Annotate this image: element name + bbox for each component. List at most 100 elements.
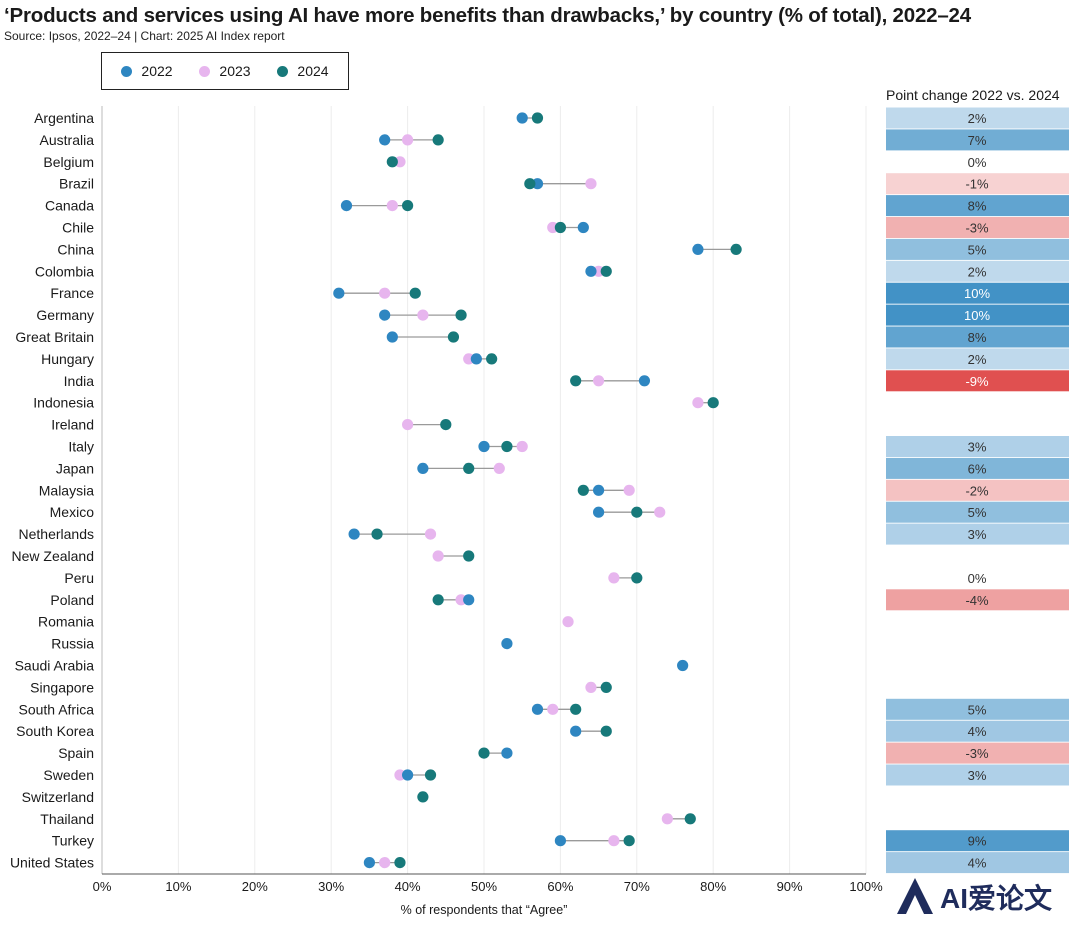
x-tick-label: 70%	[624, 879, 650, 894]
country-label: New Zealand	[12, 548, 95, 564]
point-2024	[577, 484, 589, 496]
change-cell	[886, 173, 1069, 195]
point-2024	[631, 506, 643, 518]
change-cell	[886, 436, 1069, 457]
change-cell	[886, 764, 1069, 786]
point-2024	[432, 134, 444, 146]
point-2022	[478, 440, 490, 453]
point-2023	[623, 484, 635, 496]
point-2023	[402, 134, 414, 146]
point-2024	[570, 703, 582, 715]
country-label: Spain	[58, 745, 94, 761]
country-label: Saudi Arabia	[15, 658, 95, 674]
point-2022	[379, 134, 391, 146]
point-2024	[570, 375, 582, 387]
point-2022	[501, 747, 513, 759]
point-2023	[608, 835, 620, 847]
point-2024	[402, 200, 414, 212]
change-value: -2%	[965, 483, 989, 498]
point-2024	[432, 594, 444, 606]
change-value: 6%	[968, 461, 987, 476]
change-value: 2%	[968, 352, 987, 367]
point-2024	[463, 462, 475, 474]
change-value: -3%	[965, 221, 989, 236]
country-label: United States	[10, 855, 94, 871]
change-cell	[886, 195, 1069, 217]
point-2024	[417, 791, 429, 803]
legend-label-2023: 2023	[219, 63, 251, 79]
country-label: China	[57, 241, 94, 257]
country-label: Switzerland	[22, 789, 94, 805]
point-2023	[493, 462, 505, 474]
change-value: 7%	[968, 133, 987, 148]
point-2022	[554, 835, 567, 847]
point-change-header: Point change 2022 vs. 2024	[886, 87, 1060, 103]
country-label: Sweden	[43, 767, 94, 783]
point-2022	[531, 703, 544, 715]
point-2024	[600, 725, 612, 737]
country-label: Netherlands	[19, 526, 95, 542]
point-2024	[455, 309, 467, 321]
country-label: Malaysia	[39, 482, 94, 498]
change-value: -3%	[965, 746, 989, 761]
change-cell	[886, 260, 1069, 282]
point-2023	[547, 703, 559, 715]
change-cell	[886, 830, 1069, 852]
country-label: Singapore	[30, 679, 94, 695]
country-label: Great Britain	[15, 329, 94, 345]
change-cell	[886, 457, 1069, 479]
country-label: South Korea	[16, 723, 94, 739]
point-2023	[386, 200, 398, 212]
x-tick-label: 60%	[547, 879, 573, 894]
change-cell	[886, 370, 1069, 392]
point-2024	[447, 331, 460, 343]
point-2022	[585, 265, 597, 277]
legend-marker-2024	[277, 65, 289, 77]
country-label: Japan	[56, 460, 94, 476]
point-2022	[348, 528, 360, 540]
point-2022	[470, 353, 482, 365]
country-label: Belgium	[43, 154, 94, 170]
change-value: 8%	[968, 330, 987, 345]
point-2022	[677, 659, 689, 672]
point-2024	[554, 221, 567, 234]
change-value: -1%	[965, 177, 989, 192]
legend: 2022 2023 2024	[101, 52, 349, 90]
point-2024	[409, 287, 421, 299]
point-2024	[531, 112, 544, 124]
point-2022	[570, 725, 582, 737]
change-value: 0%	[968, 571, 987, 586]
point-2023	[692, 397, 704, 409]
change-value: 3%	[968, 440, 987, 455]
change-cell	[886, 282, 1069, 304]
point-2024	[707, 397, 719, 409]
point-2024	[623, 835, 635, 847]
point-2023	[562, 616, 574, 628]
country-label: Canada	[45, 198, 94, 214]
country-label: Mexico	[50, 504, 95, 520]
point-2024	[478, 747, 490, 759]
x-tick-label: 0%	[93, 879, 112, 894]
country-label: Chile	[62, 220, 94, 236]
x-tick-label: 10%	[165, 879, 191, 894]
point-2024	[486, 353, 498, 365]
point-2024	[631, 572, 643, 584]
change-cell	[886, 326, 1069, 348]
change-value: 0%	[968, 155, 987, 170]
watermark: AI爱论文	[894, 876, 1052, 918]
change-value: 9%	[968, 834, 987, 849]
point-2024	[600, 681, 612, 694]
country-label: Indonesia	[33, 395, 94, 411]
country-label: France	[50, 285, 94, 301]
x-tick-label: 20%	[242, 879, 268, 894]
x-tick-label: 100%	[849, 879, 883, 894]
change-cell	[886, 217, 1069, 238]
point-2024	[730, 243, 742, 255]
country-label: Germany	[36, 307, 94, 323]
point-2022	[417, 462, 429, 474]
country-label: South Africa	[19, 701, 95, 717]
x-tick-label: 50%	[471, 879, 497, 894]
point-2023	[402, 419, 414, 431]
country-label: Argentina	[34, 110, 94, 126]
country-label: Brazil	[59, 176, 94, 192]
